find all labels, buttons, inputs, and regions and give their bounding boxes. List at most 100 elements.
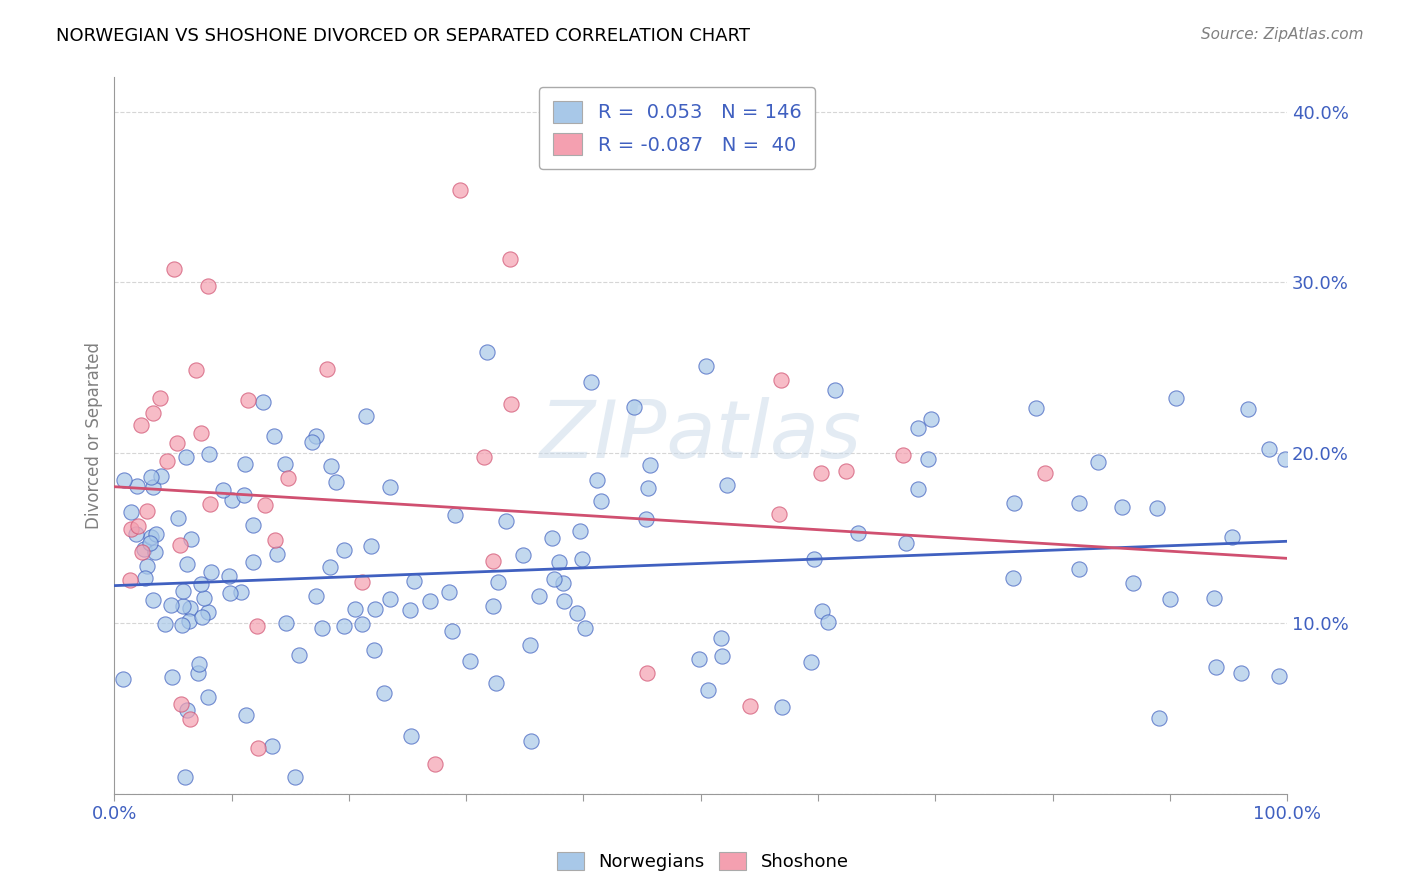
Point: [229, 585, 252, 599]
Point: [1035, 466, 1057, 480]
Point: [360, 539, 382, 553]
Point: [134, 571, 156, 585]
Point: [125, 526, 148, 541]
Point: [221, 493, 243, 508]
Point: [246, 619, 269, 633]
Point: [246, 741, 269, 756]
Point: [803, 551, 825, 566]
Point: [482, 599, 505, 613]
Point: [894, 535, 917, 549]
Point: [740, 698, 762, 713]
Point: [125, 479, 148, 493]
Point: [179, 712, 201, 726]
Point: [458, 654, 481, 668]
Text: ZIPatlas: ZIPatlas: [540, 397, 862, 475]
Point: [149, 391, 172, 405]
Point: [419, 594, 441, 608]
Point: [423, 756, 446, 771]
Point: [219, 586, 242, 600]
Point: [174, 450, 197, 465]
Point: [172, 584, 194, 599]
Y-axis label: Divorced or Separated: Divorced or Separated: [86, 342, 103, 529]
Point: [120, 522, 142, 536]
Point: [127, 519, 149, 533]
Point: [350, 574, 373, 589]
Point: [363, 643, 385, 657]
Point: [136, 504, 159, 518]
Point: [695, 359, 717, 373]
Point: [191, 609, 214, 624]
Point: [139, 530, 162, 544]
Point: [378, 592, 401, 607]
Point: [172, 618, 194, 632]
Point: [254, 498, 277, 512]
Point: [1159, 592, 1181, 607]
Point: [167, 511, 190, 525]
Point: [817, 615, 839, 629]
Point: [437, 585, 460, 599]
Point: [200, 565, 222, 579]
Point: [637, 481, 659, 495]
Point: [498, 252, 520, 266]
Point: [565, 606, 588, 620]
Point: [263, 533, 285, 547]
Point: [311, 621, 333, 635]
Point: [1202, 591, 1225, 606]
Point: [1258, 442, 1281, 456]
Point: [176, 702, 198, 716]
Point: [1274, 452, 1296, 467]
Point: [139, 469, 162, 483]
Point: [499, 397, 522, 411]
Point: [252, 394, 274, 409]
Point: [143, 545, 166, 559]
Point: [354, 409, 377, 424]
Point: [569, 524, 592, 538]
Point: [233, 488, 256, 502]
Point: [1220, 530, 1243, 544]
Point: [697, 683, 720, 698]
Point: [315, 362, 337, 376]
Point: [218, 569, 240, 583]
Point: [1067, 496, 1090, 510]
Point: [591, 494, 613, 508]
Point: [235, 707, 257, 722]
Point: [238, 393, 260, 408]
Point: [233, 457, 256, 471]
Point: [166, 436, 188, 450]
Point: [211, 483, 233, 497]
Point: [547, 555, 569, 569]
Point: [1025, 401, 1047, 415]
Point: [200, 497, 222, 511]
Point: [197, 279, 219, 293]
Point: [716, 478, 738, 492]
Point: [305, 589, 328, 603]
Point: [332, 542, 354, 557]
Point: [920, 412, 942, 426]
Point: [169, 697, 191, 711]
Point: [711, 649, 734, 664]
Point: [824, 383, 846, 397]
Point: [343, 602, 366, 616]
Point: [380, 480, 402, 494]
Point: [188, 657, 211, 671]
Point: [1164, 391, 1187, 405]
Point: [263, 429, 285, 443]
Point: [891, 448, 914, 462]
Point: [495, 515, 517, 529]
Point: [373, 686, 395, 700]
Point: [132, 542, 155, 557]
Point: [398, 602, 420, 616]
Point: [118, 574, 141, 588]
Point: [120, 505, 142, 519]
Point: [527, 589, 550, 603]
Point: [810, 467, 832, 481]
Point: [512, 548, 534, 562]
Point: [169, 538, 191, 552]
Point: [173, 599, 195, 613]
Point: [800, 655, 823, 669]
Point: [274, 458, 297, 472]
Point: [475, 344, 498, 359]
Point: [770, 700, 793, 714]
Point: [574, 621, 596, 635]
Point: [907, 421, 929, 435]
